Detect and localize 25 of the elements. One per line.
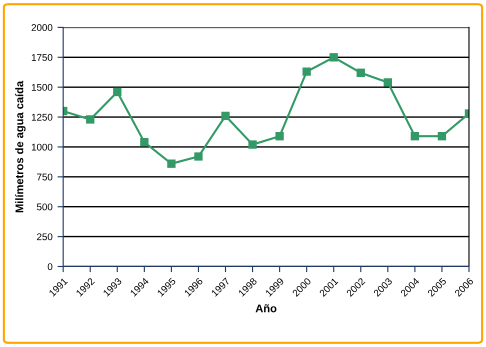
- point: [113, 88, 122, 96]
- y-tick-label: 0: [48, 263, 52, 270]
- y-tick-label: 1500: [32, 84, 52, 91]
- point: [384, 78, 392, 87]
- y-tick-label: 500: [36, 203, 52, 210]
- point: [86, 115, 94, 124]
- y-tick-label: 2000: [32, 24, 52, 32]
- x-axis-title: Año: [256, 304, 276, 312]
- point: [194, 152, 203, 161]
- y-tick-label: 1250: [32, 114, 52, 121]
- point: [140, 138, 149, 146]
- y-tick-label: 1750: [32, 54, 52, 61]
- y-axis-title: Milímetros de agua caída: [15, 80, 26, 212]
- point: [221, 112, 230, 120]
- point: [356, 68, 365, 78]
- point: [330, 53, 338, 62]
- point: [167, 160, 176, 168]
- point: [302, 67, 311, 76]
- point: [275, 132, 284, 140]
- y-tick-label: 250: [37, 233, 52, 240]
- point: [438, 132, 446, 140]
- y-tick-label: 1000: [32, 144, 52, 151]
- point: [248, 140, 257, 149]
- y-tick-label: 750: [37, 174, 52, 180]
- point: [410, 132, 420, 140]
